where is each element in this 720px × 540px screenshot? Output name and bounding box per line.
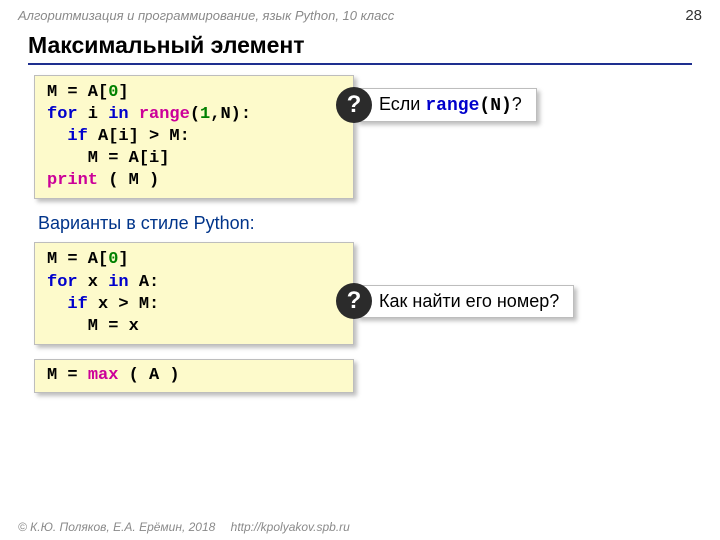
title-block: Максимальный элемент [0,30,720,65]
slide-header: Алгоритмизация и программирование, язык … [0,0,720,30]
footer-url: http://kpolyakov.spb.ru [231,520,350,534]
callout-text: Как найти его номер? [356,285,574,318]
question-icon: ? [336,283,372,319]
question-icon: ? [336,87,372,123]
footer: © К.Ю. Поляков, Е.А. Ерёмин, 2018 http:/… [18,520,350,534]
callout-text: Если range(N)? [356,88,537,122]
code-block-2: M = A[0] for x in A: if x > M: M = x [34,242,354,344]
code-block-3: M = max ( A ) [34,359,354,393]
callout-range: ? Если range(N)? [336,87,537,123]
content: M = A[0] for i in range(1,N): if A[i] > … [0,65,720,393]
copyright: © К.Ю. Поляков, Е.А. Ерёмин, 2018 [18,520,215,534]
slide-title: Максимальный элемент [28,32,692,62]
course-title: Алгоритмизация и программирование, язык … [18,8,394,23]
pythonic-label: Варианты в стиле Python: [38,213,692,234]
callout-index: ? Как найти его номер? [336,283,574,319]
page-number: 28 [685,7,702,24]
code-block-1: M = A[0] for i in range(1,N): if A[i] > … [34,75,354,199]
